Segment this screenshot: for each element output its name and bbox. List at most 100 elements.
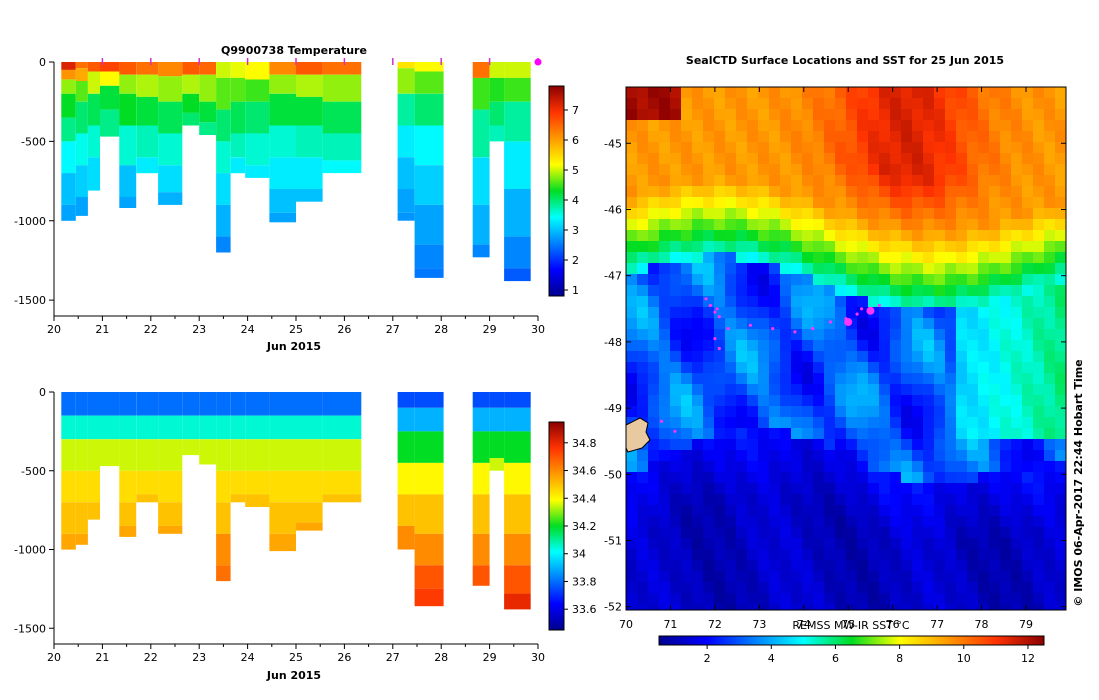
sst-cell (1055, 395, 1066, 407)
sst-cell (648, 527, 660, 539)
sst-cell (703, 318, 715, 330)
sal-profile-cell (269, 439, 296, 471)
temp-profile-cell (216, 141, 231, 174)
sst-cell (1000, 362, 1012, 374)
sst-cell (912, 362, 924, 374)
temperature-axes: 20 21 22 23 24 25 26 27 28 29 300-500-1000-1500 (14, 56, 545, 336)
sst-cell (879, 395, 891, 407)
sst-cell (1000, 538, 1012, 550)
sst-cell (989, 538, 1001, 550)
sst-cell (736, 439, 748, 451)
sal-profile-cell (199, 415, 217, 440)
sst-cell (670, 142, 682, 154)
sst-cell (725, 439, 737, 451)
sst-cell (681, 274, 693, 286)
sst-cell (934, 263, 946, 275)
sst-cell (1033, 494, 1045, 506)
sst-cell (758, 274, 770, 286)
sst-cell (824, 439, 836, 451)
sst-cell (703, 571, 715, 583)
sst-cell (813, 450, 825, 462)
sst-cell (637, 186, 649, 198)
sal-profile-cell (296, 392, 323, 416)
sst-cell (1022, 186, 1034, 198)
sst-cell (890, 494, 902, 506)
sst-cell (857, 417, 869, 429)
sst-cell (868, 472, 880, 484)
sst-cell (846, 186, 858, 198)
sst-cell (813, 351, 825, 363)
sst-cell (725, 505, 737, 517)
sst-cell (747, 516, 759, 528)
sst-cell (1044, 516, 1056, 528)
temp-x-tick-label: 21 (95, 323, 109, 336)
sst-cell (1044, 296, 1056, 308)
sal-profile-cell (397, 494, 415, 526)
sst-cell (703, 307, 715, 319)
sst-cell (714, 164, 726, 176)
track-point (860, 307, 864, 311)
sst-cell (912, 131, 924, 143)
temp-profile-cell (136, 96, 159, 126)
sst-cell (1055, 296, 1066, 308)
sst-cell (857, 439, 869, 451)
sst-cell (978, 131, 990, 143)
sst-cell (835, 87, 847, 99)
sst-cell (703, 472, 715, 484)
sst-cell (670, 604, 682, 610)
sst-cell (835, 164, 847, 176)
sst-cell (648, 153, 660, 165)
temp-profile-cell (472, 204, 490, 245)
sst-cell (791, 516, 803, 528)
sst-cell (637, 395, 649, 407)
sst-cell (692, 538, 704, 550)
sst-cell (802, 318, 814, 330)
sst-colorbar-tick-label: 6 (832, 652, 839, 665)
sst-cell (1011, 351, 1023, 363)
sst-cell (659, 153, 671, 165)
sst-cell (769, 362, 781, 374)
sst-cell (879, 186, 891, 198)
sst-cell (637, 593, 649, 605)
sst-cell (758, 494, 770, 506)
sst-cell (1055, 241, 1066, 253)
sst-cell (901, 384, 913, 396)
temp-profile-cell (504, 77, 531, 102)
sst-cell (835, 593, 847, 605)
sst-cell (813, 131, 825, 143)
sst-cell (846, 593, 858, 605)
sst-cell (846, 307, 858, 319)
sst-cell (692, 285, 704, 297)
sst-cell (824, 142, 836, 154)
sst-cell (736, 362, 748, 374)
sst-cell (1055, 604, 1066, 610)
sst-cell (901, 417, 913, 429)
sst-cell (736, 373, 748, 385)
sst-cell (857, 219, 869, 231)
sst-cell (1055, 120, 1066, 132)
sst-cell (923, 296, 935, 308)
sst-cell (626, 98, 638, 110)
sst-cell (923, 318, 935, 330)
sst-cell (956, 604, 968, 610)
sst-cell (868, 318, 880, 330)
sst-cell (626, 527, 638, 539)
temp-profile-cell (216, 77, 231, 110)
sst-cell (923, 241, 935, 253)
sst-cell (912, 285, 924, 297)
sst-cell (923, 252, 935, 264)
sst-cell (736, 604, 748, 610)
sst-cell (846, 296, 858, 308)
sst-cell (824, 505, 836, 517)
sst-cell (934, 373, 946, 385)
sst-cell (934, 362, 946, 374)
sst-cell (989, 230, 1001, 242)
sal-x-tick-label: 26 (337, 651, 351, 664)
sst-cell (747, 175, 759, 187)
sst-cell (626, 164, 638, 176)
sal-profile-cell (230, 439, 246, 471)
sst-cell (769, 87, 781, 99)
sst-cell (901, 395, 913, 407)
sst-cell (692, 175, 704, 187)
sst-cell (703, 527, 715, 539)
